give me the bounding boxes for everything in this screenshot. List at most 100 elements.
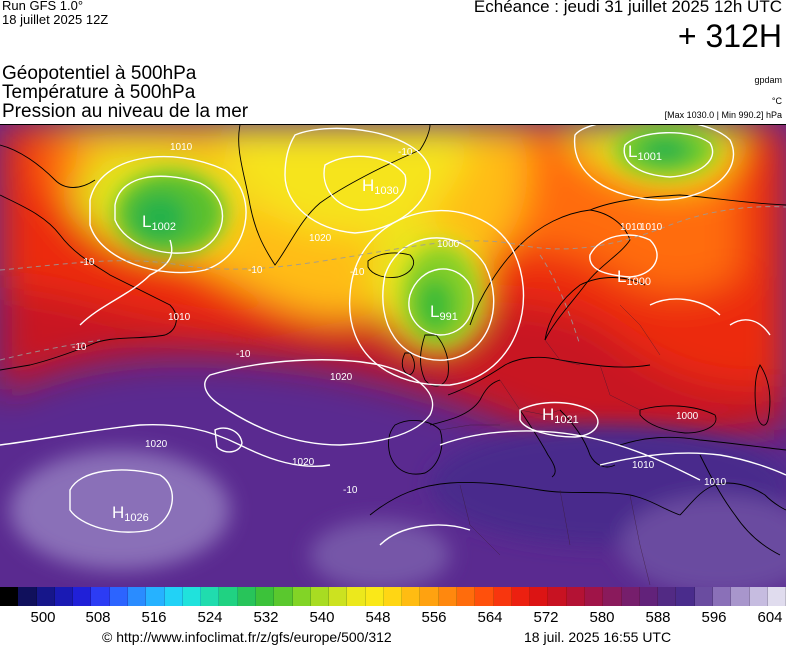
pressure-range-label: [Max 1030.0 | Min 990.2] hPa (664, 110, 782, 120)
color-scale-swatch (548, 587, 567, 606)
isobar-label: 1020 (292, 457, 315, 468)
temperature-label: -10 (398, 147, 413, 158)
color-scale-swatch (18, 587, 37, 606)
param-temperature-title: Température à 500hPa (2, 82, 196, 103)
color-scale-swatch (731, 587, 750, 606)
unit-geopotential: gpdam (754, 75, 782, 85)
country-borders (439, 304, 661, 586)
run-model-label: Run GFS 1.0° (2, 0, 84, 13)
param-geopotential-title: Géopotentiel à 500hPa (2, 63, 197, 84)
coastlines (0, 125, 786, 556)
pressure-center-type: H (542, 405, 554, 424)
temperature-label: -10 (350, 267, 365, 278)
color-scale-swatch (255, 587, 275, 606)
pressure-center: H1030 (362, 176, 399, 197)
color-scale-swatch (237, 587, 256, 606)
color-scale-swatch (676, 587, 695, 606)
color-scale-swatch (511, 587, 531, 606)
color-scale-swatch (566, 587, 585, 606)
color-scale-label: 564 (477, 609, 503, 626)
color-scale-label: 580 (589, 609, 615, 626)
temperature-label: -10 (236, 349, 251, 360)
color-scale-swatch (438, 587, 458, 606)
pressure-center-value: 1021 (554, 414, 578, 426)
temperature-label: -10 (72, 342, 87, 353)
color-scale-label: 596 (701, 609, 727, 626)
color-scale-swatch (274, 587, 293, 606)
color-scale-label: 604 (757, 609, 783, 626)
pressure-center: L991 (430, 302, 458, 323)
isobar-label: 1020 (145, 439, 168, 450)
color-scale-swatch (73, 587, 92, 606)
color-scale-swatch (493, 587, 512, 606)
color-scale-swatch (749, 587, 768, 606)
generation-date: 18 juil. 2025 16:55 UTC (524, 629, 672, 645)
color-scale-swatch (639, 587, 659, 606)
color-scale-labels: 500 508 516 524 532 540 548 556 564 572 580 588 596 6… (0, 609, 786, 627)
pressure-center: H1021 (542, 405, 579, 426)
color-scale-swatch (347, 587, 366, 606)
isobars (0, 125, 786, 546)
color-scale-label: 500 (30, 609, 56, 626)
pressure-center-type: L (142, 212, 151, 231)
color-scale-label: 548 (365, 609, 391, 626)
color-scale-swatch (402, 587, 421, 606)
color-scale-swatch (603, 587, 622, 606)
isobar-label: 1020 (309, 233, 332, 244)
color-scale-swatch (365, 587, 384, 606)
unit-temperature: °C (771, 96, 782, 106)
pressure-center-type: L (617, 267, 626, 286)
pressure-center: L1002 (142, 212, 176, 233)
isobar-label: 1010 (168, 312, 191, 323)
color-scale-swatch (91, 587, 110, 606)
pressure-center-value: 1001 (637, 151, 661, 163)
isobar-label: 1010 (632, 460, 655, 471)
temperature-label: -10 (80, 257, 95, 268)
pressure-center-value: 1026 (124, 512, 148, 524)
isobar-label: 1000 (437, 239, 460, 250)
color-scale-swatch (36, 587, 55, 606)
color-scale-swatch (457, 587, 476, 606)
color-scale-swatch (420, 587, 439, 606)
isobar-label: 1010 (620, 222, 643, 233)
isobar-label: 1010 (170, 142, 193, 153)
color-scale-label: 540 (309, 609, 335, 626)
color-scale-label: 588 (645, 609, 671, 626)
pressure-center-value: 1030 (374, 185, 398, 197)
pressure-center-type: H (112, 503, 124, 522)
pressure-center-value: 1002 (151, 221, 175, 233)
temperature-labels: -10 -10 -10 -10 -10 -10 -10 (72, 147, 413, 496)
color-scale-swatch (292, 587, 311, 606)
isobar-label: 1010 (704, 477, 727, 488)
isobar-labels: 1010100010201020102010101010100010101010… (145, 142, 727, 488)
color-scale-swatch (694, 587, 713, 606)
color-scale-swatch (164, 587, 183, 606)
color-scale-label: 532 (253, 609, 279, 626)
pressure-center-type: L (628, 142, 637, 161)
geopotential-field (0, 125, 786, 587)
run-date-label: 18 juillet 2025 12Z (2, 12, 109, 27)
weather-map: L1002 H1030 L1001 L1000 L991 H1021 H1026 1010 1… (0, 124, 786, 588)
pressure-center-type: H (362, 176, 374, 195)
color-scale-label: 516 (141, 609, 167, 626)
temperature-label: -10 (343, 485, 358, 496)
pressure-center: L1000 (617, 267, 651, 288)
pressure-center-value: 991 (439, 311, 457, 323)
color-scale-swatch (585, 587, 604, 606)
isobar-label: 1020 (330, 372, 353, 383)
color-scale-swatch (767, 587, 786, 606)
pressure-center-value: 1000 (626, 276, 650, 288)
source-url: © http://www.infoclimat.fr/z/gfs/europe/… (102, 629, 392, 645)
color-scale-swatch (0, 587, 19, 606)
color-scale-swatch (329, 587, 348, 606)
color-scale-label: 572 (533, 609, 559, 626)
color-scale-swatch (146, 587, 165, 606)
forecast-valid-time: Echéance : jeudi 31 juillet 2025 12h UTC (473, 0, 782, 16)
color-scale-label: 508 (85, 609, 111, 626)
isobar-label: 1010 (640, 222, 663, 233)
isobar-label: 1000 (676, 411, 699, 422)
color-scale-swatch (712, 587, 732, 606)
color-scale-swatch (621, 587, 640, 606)
